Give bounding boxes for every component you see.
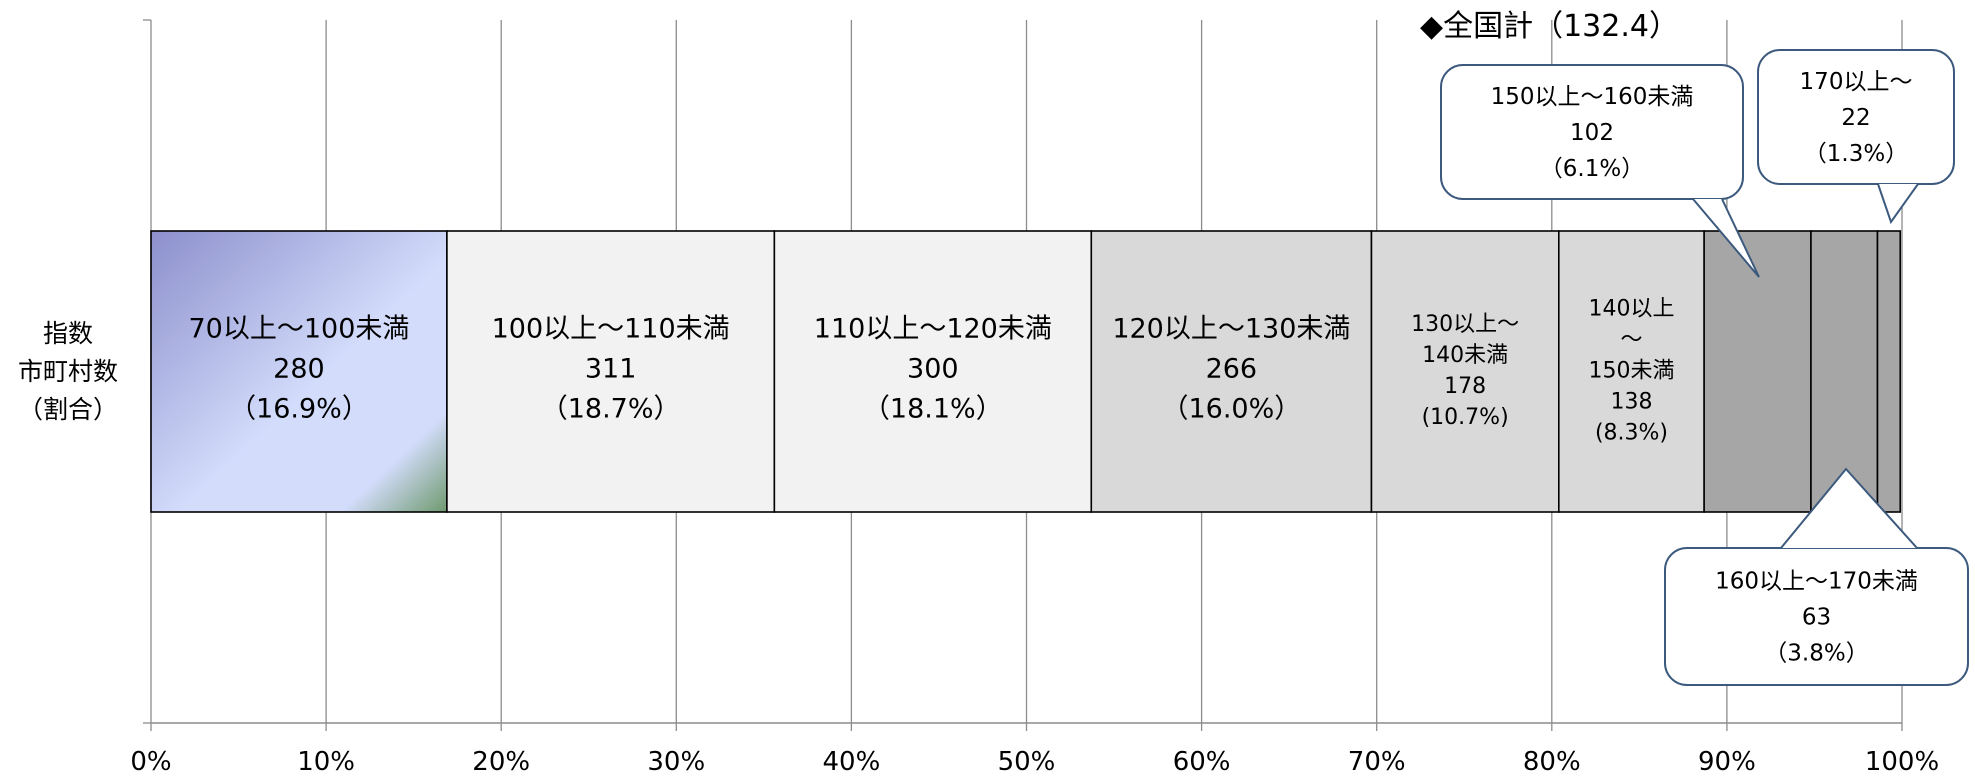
callout-label-line: （3.8%） — [1764, 641, 1868, 667]
segment-label-line: 100以上～110未満 — [492, 314, 730, 345]
category-label-line: 指数 — [43, 319, 93, 348]
segment-labels: 70以上～100未満 280 （16.9%） 100以上～110未満 311 （18.7%… — [189, 297, 1675, 446]
callout-box — [1440, 64, 1744, 200]
callout-tail — [1692, 198, 1760, 278]
segment-label: 100以上～110未満 311 （18.7%） — [492, 314, 730, 425]
callout-tail — [1877, 183, 1919, 225]
segment-label-line: 178 — [1444, 374, 1486, 399]
callout-label: 160以上～170未満 63 （3.8%） — [1715, 569, 1918, 667]
segment-label-line: ～ — [1620, 328, 1642, 353]
callout-box — [1757, 49, 1955, 185]
x-tick-label: 90% — [1698, 747, 1756, 777]
segment-label-line: 120以上～130未満 — [1112, 314, 1350, 345]
segment-label-line: （18.1%） — [863, 394, 1003, 425]
segment-label-line: 130以上～ — [1411, 312, 1519, 337]
segment-label: 130以上～ 140未満 178 (10.7%) — [1411, 312, 1519, 430]
segment-label-line: 140未満 — [1422, 343, 1508, 368]
callout-label-line: （6.1%） — [1540, 156, 1644, 182]
segment-label-line: 150未満 — [1588, 359, 1674, 384]
callout-label-line: 160以上～170未満 — [1715, 569, 1918, 595]
x-tick-label: 60% — [1173, 747, 1231, 777]
bar-segment — [150, 230, 448, 513]
callout-label-line: 102 — [1570, 120, 1614, 146]
x-tick-label: 70% — [1348, 747, 1406, 777]
segment-label-line: 138 — [1610, 390, 1652, 415]
bar-segment — [1370, 230, 1560, 513]
segment-label-line: （16.9%） — [229, 394, 369, 425]
x-tick-label: 20% — [472, 747, 530, 777]
bar — [150, 230, 1902, 513]
bar-segment — [1876, 230, 1902, 513]
callout-tail-fill — [1781, 469, 1917, 548]
callout-label-line: 150以上～160未満 — [1491, 84, 1694, 110]
segment-label-line: 266 — [1206, 354, 1258, 385]
x-tick-label: 50% — [998, 747, 1056, 777]
segment-label: 120以上～130未満 266 （16.0%） — [1112, 314, 1350, 425]
segment-label: 140以上 ～ 150未満 138 (8.3%) — [1588, 297, 1674, 446]
callout-label: 170以上～ 22 （1.3%） — [1800, 69, 1913, 167]
bar-segment — [446, 230, 776, 513]
national-total-marker: ◆全国計（132.4） — [1420, 9, 1679, 44]
category-label: 指数市町村数 （割合） — [18, 319, 118, 424]
callouts: 150以上～160未満 102 （6.1%） 170以上～ 22 （1.3%） 160以上～… — [1440, 49, 1969, 686]
segment-label: 110以上～120未満 300 （18.1%） — [814, 314, 1052, 425]
callout-label-line: 22 — [1841, 105, 1870, 131]
x-axis: 0% 10% 20% 30% 40% 50% 60% 70% 80% 90% 100% — [130, 19, 1939, 777]
segment-label-line: 311 — [585, 354, 637, 385]
callout-label-line: 63 — [1802, 605, 1831, 631]
segment-label-line: （16.0%） — [1161, 394, 1301, 425]
x-tick-label: 100% — [1865, 747, 1939, 777]
x-tick-label: 30% — [647, 747, 705, 777]
callout-label-line: （1.3%） — [1804, 141, 1908, 167]
x-tick-label: 80% — [1523, 747, 1581, 777]
x-tick-label: 10% — [297, 747, 355, 777]
segment-label-line: (10.7%) — [1422, 405, 1509, 430]
segment-label-line: （18.7%） — [541, 394, 681, 425]
callout-label: 150以上～160未満 102 （6.1%） — [1491, 84, 1694, 182]
segment-label-line: 280 — [273, 354, 325, 385]
category-label-line: （割合） — [18, 395, 118, 424]
x-tick-label: 0% — [130, 747, 171, 777]
callout-tail — [1780, 467, 1918, 549]
segment-label-line: 300 — [907, 354, 959, 385]
callout-label-line: 170以上～ — [1800, 69, 1913, 95]
bar-segment — [1558, 230, 1705, 513]
segment-label: 70以上～100未満 280 （16.9%） — [189, 314, 410, 425]
segment-label-line: 140以上 — [1588, 297, 1674, 322]
segment-label-line: 110以上～120未満 — [814, 314, 1052, 345]
category-label-line: 市町村数 — [18, 357, 118, 386]
x-tick-label: 40% — [823, 747, 881, 777]
segment-label-line: 70以上～100未満 — [189, 314, 410, 345]
segment-label-line: (8.3%) — [1595, 421, 1668, 446]
